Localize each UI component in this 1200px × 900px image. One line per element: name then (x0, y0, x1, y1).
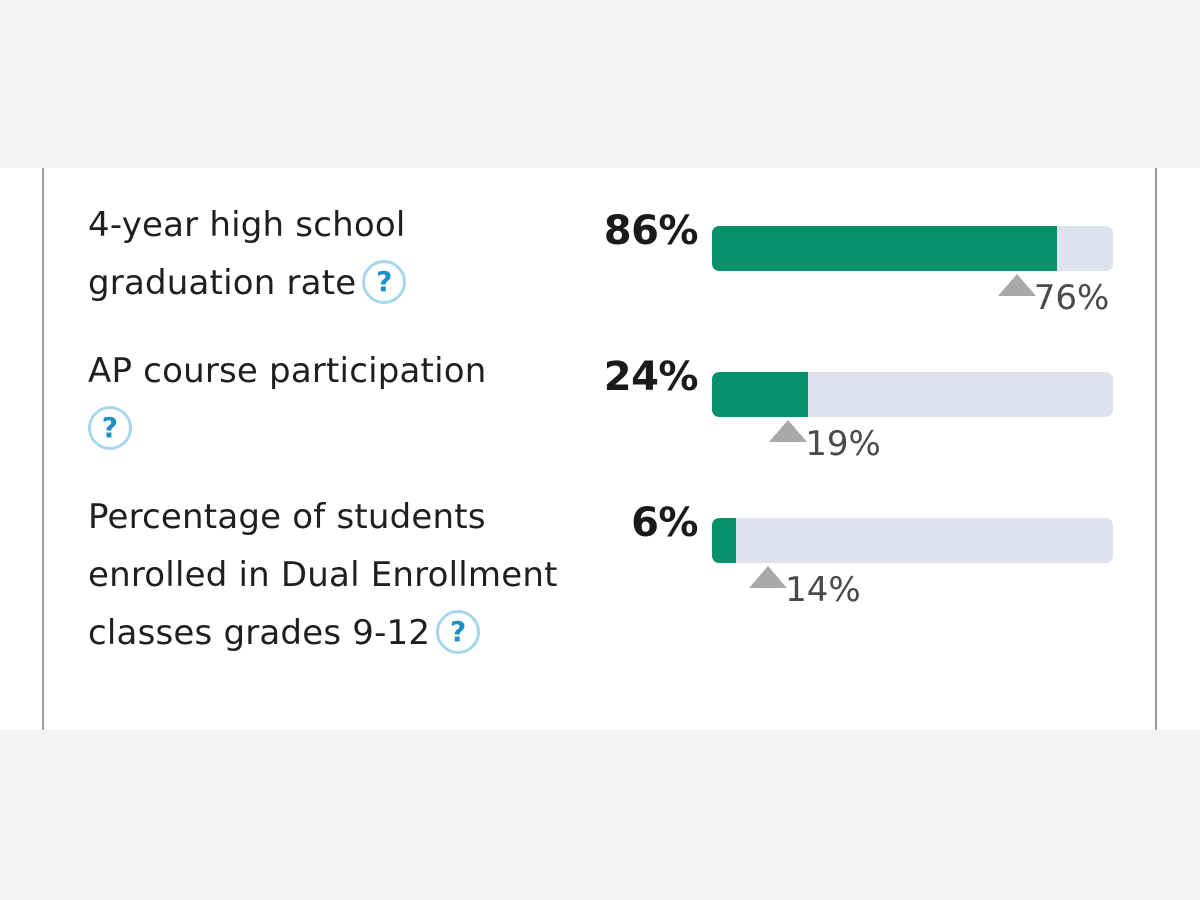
metric-label-text: Percentage of students enrolled in Dual … (88, 497, 558, 653)
progress-bar-fill (712, 518, 737, 563)
benchmark-value: 19% (805, 424, 881, 464)
metric-label: AP course participation ? (88, 342, 528, 458)
benchmark-value: 14% (785, 570, 861, 610)
metric-label: 4-year high school graduation rate? (88, 196, 568, 312)
progress-bar-fill (712, 372, 809, 417)
triangle-up-icon (749, 566, 788, 588)
progress-bar-fill (712, 226, 1057, 271)
triangle-up-icon (769, 420, 808, 442)
metric-label-text: 4-year high school graduation rate (88, 205, 406, 303)
panel-border-left (42, 168, 44, 730)
question-mark-icon[interactable]: ? (88, 405, 132, 450)
benchmark-value: 76% (1033, 278, 1110, 318)
question-mark-icon[interactable]: ? (362, 259, 407, 304)
metric-label: Percentage of students enrolled in Dual … (88, 488, 568, 662)
question-mark-icon[interactable]: ? (436, 609, 481, 654)
triangle-up-icon (997, 274, 1036, 296)
metric-value: 86% (603, 208, 699, 254)
metric-label-text: AP course participation (88, 351, 487, 391)
progress-bar-track (712, 518, 1113, 563)
progress-bar-track (712, 226, 1113, 271)
metric-value: 24% (603, 354, 699, 400)
panel-border-right (1155, 168, 1157, 730)
progress-bar-track (712, 372, 1113, 417)
metric-value: 6% (631, 500, 698, 546)
metrics-panel: 4-year high school graduation rate? 86% … (0, 168, 1200, 730)
